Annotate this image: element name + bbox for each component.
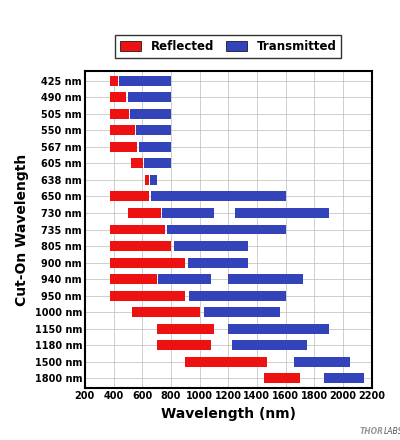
Bar bbox=[294, 357, 350, 367]
Bar bbox=[158, 274, 211, 284]
Legend: Reflected, Transmitted: Reflected, Transmitted bbox=[115, 35, 341, 58]
Bar bbox=[110, 76, 118, 86]
Bar bbox=[119, 76, 171, 86]
Y-axis label: Cut-On Wavelength: Cut-On Wavelength bbox=[15, 154, 29, 306]
Bar bbox=[145, 175, 149, 185]
Bar bbox=[110, 224, 165, 235]
Text: THOR: THOR bbox=[360, 427, 384, 436]
Bar bbox=[264, 374, 300, 383]
Bar bbox=[190, 291, 286, 301]
Bar bbox=[162, 208, 214, 218]
Bar bbox=[136, 125, 171, 135]
Bar bbox=[128, 208, 161, 218]
Bar bbox=[110, 241, 171, 251]
Bar bbox=[110, 92, 126, 102]
Bar bbox=[188, 257, 248, 268]
Bar bbox=[156, 324, 214, 334]
Bar bbox=[110, 109, 128, 119]
Bar bbox=[156, 340, 211, 350]
Bar bbox=[131, 158, 143, 169]
Bar bbox=[138, 142, 171, 152]
Bar bbox=[150, 175, 156, 185]
Bar bbox=[110, 257, 185, 268]
Bar bbox=[110, 191, 149, 202]
Bar bbox=[174, 241, 248, 251]
Bar bbox=[132, 307, 200, 317]
Bar bbox=[166, 224, 286, 235]
Bar bbox=[228, 324, 328, 334]
Bar bbox=[152, 191, 286, 202]
Text: LABS: LABS bbox=[384, 427, 400, 436]
Bar bbox=[232, 340, 307, 350]
Bar bbox=[110, 125, 135, 135]
Bar bbox=[324, 374, 364, 383]
Bar bbox=[235, 208, 328, 218]
Bar bbox=[130, 109, 171, 119]
Bar bbox=[228, 274, 303, 284]
Bar bbox=[144, 158, 171, 169]
Bar bbox=[110, 142, 137, 152]
X-axis label: Wavelength (nm): Wavelength (nm) bbox=[161, 407, 296, 421]
Bar bbox=[185, 357, 267, 367]
Bar bbox=[110, 291, 185, 301]
Bar bbox=[128, 92, 171, 102]
Bar bbox=[204, 307, 280, 317]
Bar bbox=[110, 274, 156, 284]
